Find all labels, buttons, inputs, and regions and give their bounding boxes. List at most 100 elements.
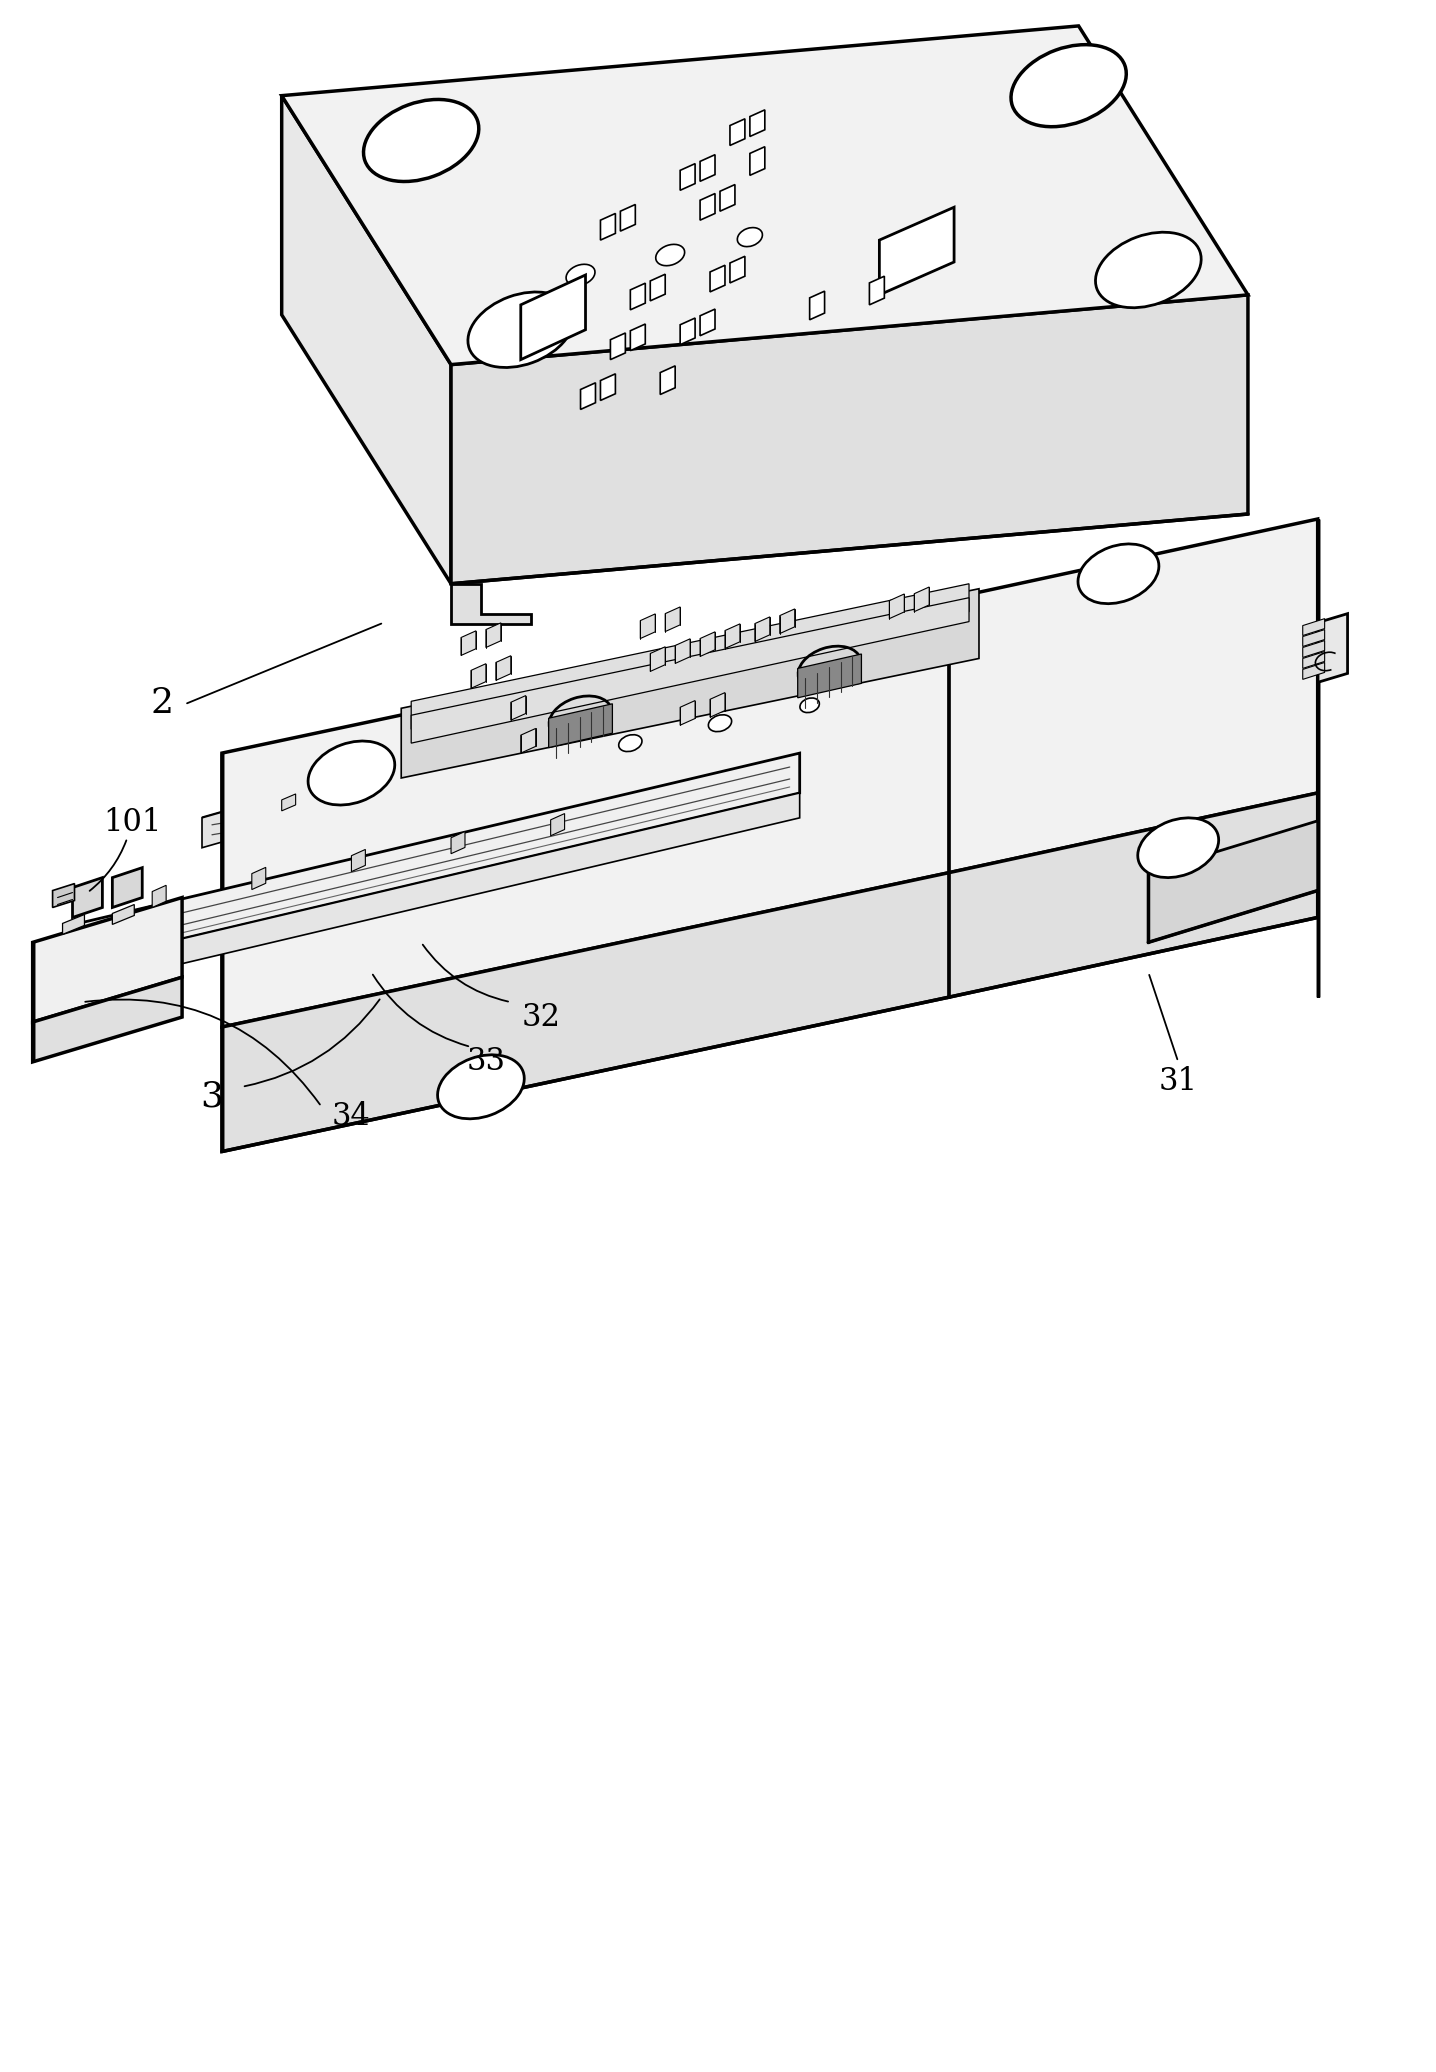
Polygon shape	[33, 897, 182, 1021]
Polygon shape	[202, 624, 1318, 818]
Polygon shape	[1302, 630, 1324, 646]
Polygon shape	[600, 213, 616, 240]
Polygon shape	[755, 617, 770, 642]
Polygon shape	[152, 885, 167, 908]
Polygon shape	[709, 265, 725, 292]
Polygon shape	[358, 771, 372, 787]
Polygon shape	[915, 586, 929, 611]
Polygon shape	[112, 868, 142, 908]
Polygon shape	[33, 978, 182, 1061]
Polygon shape	[620, 205, 635, 232]
Polygon shape	[223, 872, 949, 1152]
Polygon shape	[485, 624, 501, 649]
Polygon shape	[320, 781, 333, 800]
Text: 101: 101	[103, 808, 161, 839]
Polygon shape	[729, 257, 745, 284]
Polygon shape	[709, 692, 725, 717]
Polygon shape	[729, 118, 745, 145]
Ellipse shape	[309, 742, 395, 806]
Polygon shape	[251, 868, 266, 889]
Polygon shape	[521, 729, 536, 752]
Text: 33: 33	[467, 1046, 505, 1077]
Polygon shape	[451, 831, 465, 854]
Polygon shape	[1302, 620, 1324, 636]
Polygon shape	[1302, 663, 1324, 680]
Polygon shape	[719, 184, 735, 211]
Polygon shape	[1149, 821, 1318, 943]
Polygon shape	[675, 638, 691, 663]
Polygon shape	[281, 27, 1248, 365]
Polygon shape	[681, 317, 695, 344]
Polygon shape	[352, 850, 365, 872]
Polygon shape	[471, 663, 485, 688]
Polygon shape	[949, 794, 1318, 997]
Polygon shape	[949, 518, 1318, 872]
Polygon shape	[780, 609, 794, 634]
Polygon shape	[701, 309, 715, 336]
Polygon shape	[681, 700, 695, 725]
Polygon shape	[550, 721, 566, 746]
Polygon shape	[281, 95, 451, 584]
Polygon shape	[651, 274, 665, 300]
Polygon shape	[701, 155, 715, 182]
Polygon shape	[640, 613, 655, 638]
Ellipse shape	[1011, 46, 1126, 126]
Polygon shape	[495, 655, 511, 680]
Ellipse shape	[1096, 232, 1200, 309]
Polygon shape	[461, 630, 475, 655]
Ellipse shape	[656, 244, 685, 265]
Polygon shape	[630, 284, 645, 311]
Polygon shape	[223, 599, 949, 1028]
Polygon shape	[82, 752, 800, 961]
Text: 31: 31	[1159, 1067, 1198, 1098]
Polygon shape	[401, 588, 979, 777]
Polygon shape	[810, 292, 824, 319]
Polygon shape	[665, 607, 681, 632]
Polygon shape	[72, 879, 102, 918]
Polygon shape	[869, 276, 885, 305]
Polygon shape	[549, 704, 612, 748]
Polygon shape	[661, 367, 675, 394]
Polygon shape	[82, 794, 800, 986]
Polygon shape	[63, 914, 85, 934]
Polygon shape	[750, 110, 765, 137]
Text: 2: 2	[151, 686, 174, 721]
Ellipse shape	[737, 228, 763, 247]
Text: 32: 32	[521, 1001, 560, 1032]
Polygon shape	[797, 655, 862, 698]
Ellipse shape	[566, 265, 595, 286]
Polygon shape	[411, 597, 969, 744]
Polygon shape	[681, 164, 695, 191]
Polygon shape	[511, 696, 526, 721]
Polygon shape	[1298, 613, 1347, 688]
Polygon shape	[701, 632, 715, 657]
Polygon shape	[451, 294, 1248, 584]
Ellipse shape	[438, 1055, 524, 1119]
Polygon shape	[889, 595, 905, 620]
Polygon shape	[411, 584, 969, 729]
Polygon shape	[112, 905, 135, 924]
Ellipse shape	[1137, 818, 1219, 879]
Polygon shape	[342, 624, 1318, 808]
Ellipse shape	[619, 736, 642, 752]
Polygon shape	[580, 383, 596, 410]
Polygon shape	[1302, 640, 1324, 657]
Polygon shape	[202, 777, 342, 847]
Ellipse shape	[800, 698, 820, 713]
Polygon shape	[750, 147, 765, 176]
Polygon shape	[521, 276, 586, 361]
Polygon shape	[281, 794, 296, 810]
Ellipse shape	[1078, 545, 1159, 603]
Polygon shape	[610, 334, 625, 361]
Polygon shape	[879, 207, 954, 294]
Ellipse shape	[468, 292, 573, 367]
Polygon shape	[550, 814, 564, 835]
Ellipse shape	[708, 715, 731, 731]
Polygon shape	[725, 624, 740, 649]
Polygon shape	[701, 193, 715, 220]
Polygon shape	[451, 584, 531, 624]
Polygon shape	[630, 323, 645, 350]
Text: 3: 3	[201, 1080, 224, 1115]
Polygon shape	[651, 646, 665, 671]
Polygon shape	[53, 883, 75, 908]
